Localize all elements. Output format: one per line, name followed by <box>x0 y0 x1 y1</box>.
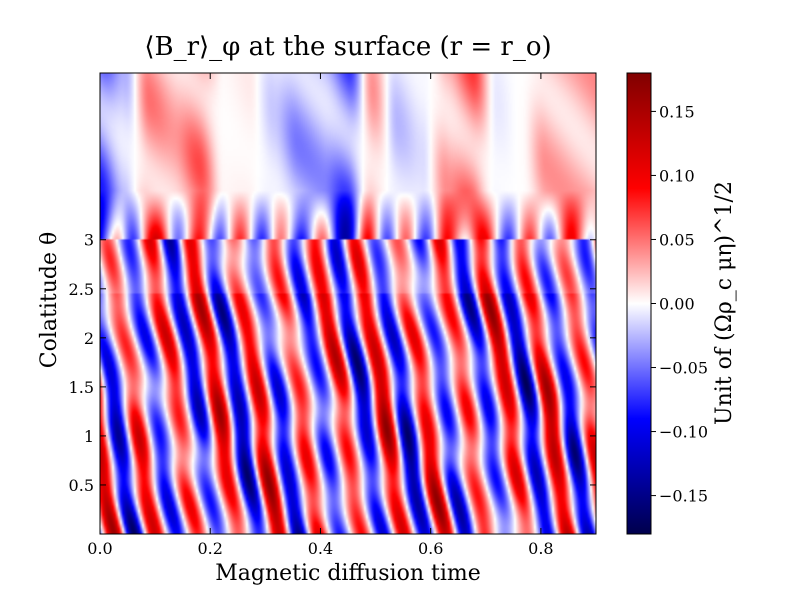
x-tick-label: 0.0 <box>87 539 112 558</box>
heatmap-image <box>100 73 596 534</box>
colorbar-tick-label: 0.10 <box>659 166 695 185</box>
colorbar-tick-label: −0.05 <box>659 359 708 378</box>
y-tick-label: 3 <box>84 231 94 250</box>
colorbar-tick-label: −0.10 <box>659 423 708 442</box>
y-tick-label: 1 <box>84 427 94 446</box>
colorbar-tick-label: 0.05 <box>659 230 695 249</box>
colorbar-label: Unit of (Ωρ_c μη)^1/2 <box>712 181 737 425</box>
colorbar-tick-label: 0.00 <box>659 295 695 314</box>
x-tick-label: 0.4 <box>308 539 333 558</box>
colorbar-axis: 0.15 0.10 0.05 0.00 −0.05 −0.10 −0.15 <box>651 102 708 506</box>
colorbar-tick-label: 0.15 <box>659 102 695 121</box>
y-axis-label: Colatitude θ <box>37 232 62 368</box>
y-tick-label: 1.5 <box>69 378 94 397</box>
colorbar <box>626 72 652 535</box>
chart-title: ⟨B_r⟩_φ at the surface (r = r_o) <box>144 32 551 62</box>
y-tick-label: 0.5 <box>69 476 94 495</box>
y-tick-label: 2 <box>84 329 94 348</box>
x-tick-label: 0.8 <box>528 539 553 558</box>
x-axis-label: Magnetic diffusion time <box>215 561 481 586</box>
colorbar-tick-label: −0.15 <box>659 487 708 506</box>
x-axis: 0.0 0.2 0.4 0.6 0.8 <box>87 73 554 558</box>
x-tick-label: 0.2 <box>197 539 222 558</box>
plot-frame <box>99 72 597 535</box>
x-tick-label: 0.6 <box>418 539 443 558</box>
y-tick-label: 2.5 <box>69 280 94 299</box>
heatmap-area <box>100 73 596 534</box>
y-axis: 0.5 1 1.5 2 2.5 3 <box>69 231 596 495</box>
